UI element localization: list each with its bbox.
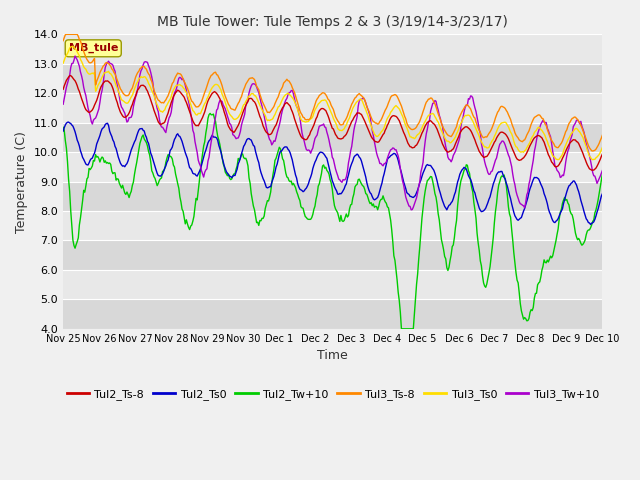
Bar	[63, 64, 602, 93]
X-axis label: Time: Time	[317, 349, 348, 362]
Bar	[63, 123, 602, 152]
Text: MB_tule: MB_tule	[68, 43, 118, 53]
Legend: Tul2_Ts-8, Tul2_Ts0, Tul2_Tw+10, Tul3_Ts-8, Tul3_Ts0, Tul3_Tw+10: Tul2_Ts-8, Tul2_Ts0, Tul2_Tw+10, Tul3_Ts…	[62, 384, 604, 404]
Bar	[63, 181, 602, 211]
Title: MB Tule Tower: Tule Temps 2 & 3 (3/19/14-3/23/17): MB Tule Tower: Tule Temps 2 & 3 (3/19/14…	[157, 15, 508, 29]
Bar	[63, 270, 602, 300]
Bar	[63, 93, 602, 123]
Bar	[63, 300, 602, 329]
Bar	[63, 152, 602, 181]
Bar	[63, 240, 602, 270]
Y-axis label: Temperature (C): Temperature (C)	[15, 131, 28, 232]
Bar	[63, 211, 602, 240]
Bar	[63, 35, 602, 64]
